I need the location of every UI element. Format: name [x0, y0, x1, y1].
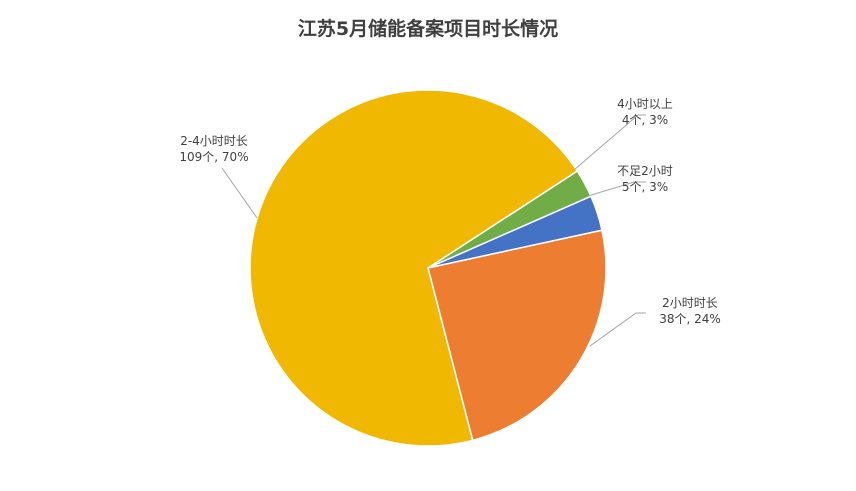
pie-slice	[427, 229, 607, 442]
leader-line	[589, 312, 646, 347]
slice-name-label: 4小时以上	[617, 97, 673, 111]
slice-name-label: 2-4小时时长	[180, 134, 248, 148]
chart-title: 江苏5月储能备案项目时长情况	[298, 17, 558, 40]
slice-value-label: 109个, 70%	[179, 150, 248, 164]
leader-line	[587, 181, 646, 197]
slice-name-label: 不足2小时	[617, 164, 673, 178]
leader-line	[573, 114, 646, 171]
pie-slice	[249, 89, 579, 447]
slice-name-label: 2小时时长	[662, 296, 718, 310]
slice-value-label: 5个, 3%	[622, 180, 668, 194]
pie-slices	[249, 89, 607, 447]
slice-value-label: 38个, 24%	[659, 312, 721, 326]
slice-value-label: 4个, 3%	[622, 113, 668, 127]
slice-labels: 4小时以上 4个, 3% 不足2小时 5个, 3% 2小时时长 38个, 24% 2-4小时…	[179, 97, 721, 347]
leader-line	[221, 167, 258, 219]
